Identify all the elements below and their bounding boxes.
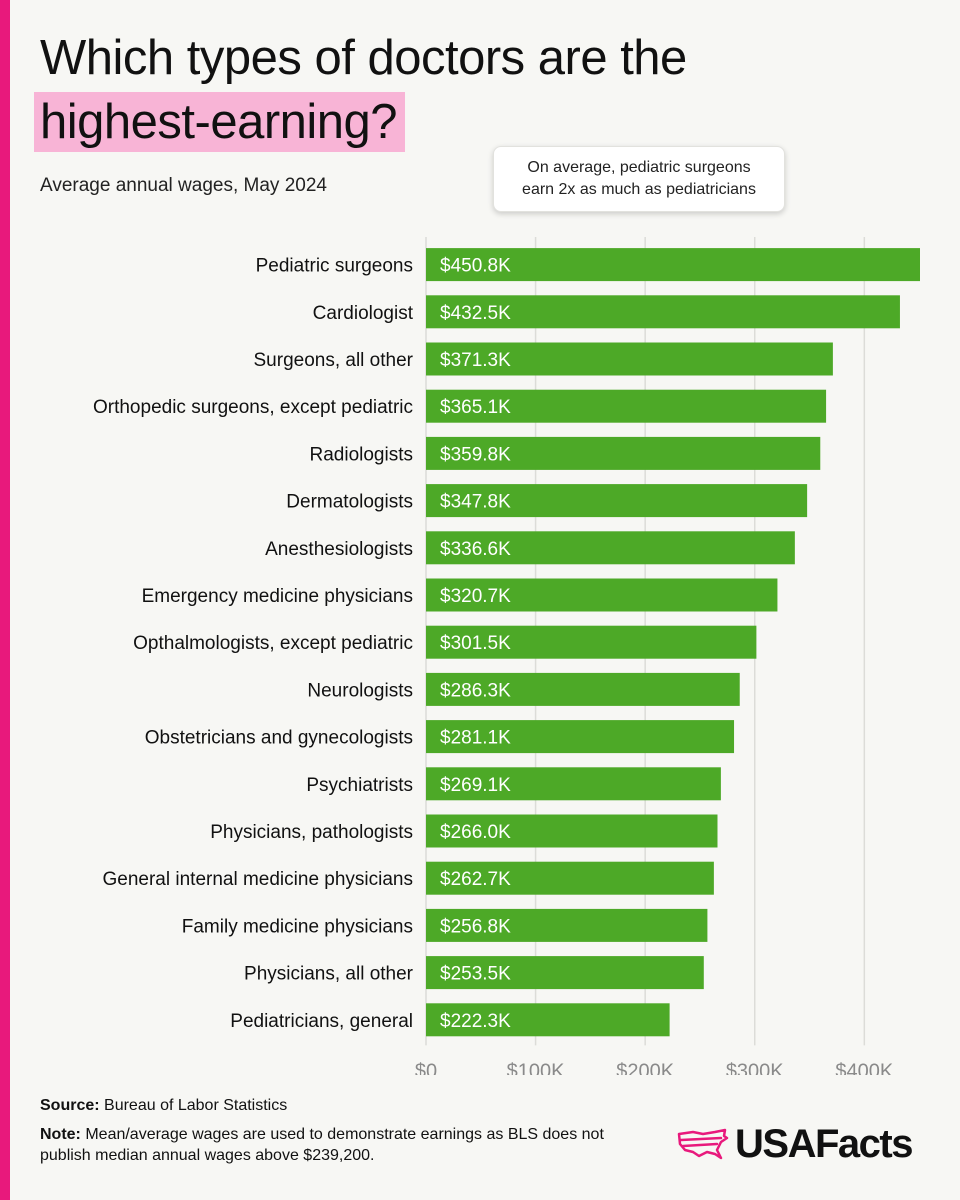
- source-text: Bureau of Labor Statistics: [99, 1097, 288, 1114]
- bar-value-label: $266.0K: [440, 822, 511, 843]
- us-map-icon: [677, 1128, 729, 1160]
- bar: [426, 295, 900, 329]
- bar-value-label: $253.5K: [440, 964, 511, 985]
- x-tick-label: $0: [415, 1060, 437, 1075]
- category-label: Opthalmologists, except pediatric: [133, 633, 413, 654]
- bar: [426, 625, 757, 659]
- title-line-1: Which types of doctors are the: [40, 31, 687, 85]
- category-label: Pediatric surgeons: [256, 256, 413, 277]
- bar-value-label: $301.5K: [440, 633, 511, 654]
- category-label: Radiologists: [310, 444, 414, 465]
- bar: [426, 342, 833, 376]
- bar-value-label: $269.1K: [440, 775, 511, 796]
- bar-value-label: $371.3K: [440, 350, 511, 371]
- category-label: Obstetricians and gynecologists: [145, 728, 413, 749]
- title-line-2-highlight: highest-earning?: [34, 92, 406, 152]
- category-label: Family medicine physicians: [182, 916, 413, 937]
- bar: [426, 484, 808, 518]
- bar-value-label: $365.1K: [440, 397, 511, 418]
- chart-subtitle: Average annual wages, May 2024: [40, 175, 327, 196]
- bar-value-label: $262.7K: [440, 869, 511, 890]
- bar: [426, 578, 778, 612]
- bar-value-label: $320.7K: [440, 586, 511, 607]
- category-label: Cardiologist: [313, 303, 414, 324]
- bar-value-label: $432.5K: [440, 303, 511, 324]
- note-line: Note: Mean/average wages are used to dem…: [40, 1124, 610, 1166]
- category-label: Dermatologists: [286, 492, 413, 513]
- callout-line-1: On average, pediatric surgeons: [527, 159, 751, 176]
- bar: [426, 956, 704, 990]
- bar-value-label: $256.8K: [440, 916, 511, 937]
- x-tick-label: $200K: [616, 1060, 674, 1075]
- source-line: Source: Bureau of Labor Statistics: [40, 1097, 287, 1115]
- bar-value-label: $336.6K: [440, 539, 511, 560]
- bar: [426, 908, 708, 942]
- category-label: Psychiatrists: [306, 775, 413, 796]
- bar: [426, 248, 920, 282]
- bar-value-label: $359.8K: [440, 444, 511, 465]
- bar: [426, 720, 735, 754]
- x-tick-label: $400K: [835, 1060, 893, 1075]
- bar: [426, 672, 740, 706]
- bar: [426, 531, 795, 565]
- bar: [426, 767, 721, 801]
- source-label: Source:: [40, 1097, 100, 1114]
- category-label: Orthopedic surgeons, except pediatric: [93, 397, 413, 418]
- category-label: General internal medicine physicians: [103, 869, 414, 890]
- category-label: Neurologists: [307, 680, 413, 701]
- callout-line-2: earn 2x as much as pediatricians: [522, 181, 756, 198]
- category-label: Pediatricians, general: [230, 1011, 413, 1032]
- category-label: Physicians, pathologists: [210, 822, 413, 843]
- bar: [426, 814, 718, 848]
- accent-bar: [0, 0, 10, 1200]
- category-label: Surgeons, all other: [254, 350, 414, 371]
- bar: [426, 1003, 670, 1037]
- page-title: Which types of doctors are the highest-e…: [34, 28, 687, 152]
- usafacts-logo: USAFacts: [677, 1120, 913, 1168]
- category-label: Anesthesiologists: [265, 539, 413, 560]
- bar-value-label: $450.8K: [440, 256, 511, 277]
- note-label: Note:: [40, 1126, 81, 1143]
- bar-value-label: $286.3K: [440, 680, 511, 701]
- bar: [426, 861, 714, 895]
- bar-value-label: $222.3K: [440, 1011, 511, 1032]
- bar-value-label: $281.1K: [440, 728, 511, 749]
- x-tick-label: $100K: [507, 1060, 565, 1075]
- bar: [426, 436, 821, 470]
- category-label: Emergency medicine physicians: [142, 586, 413, 607]
- bar-value-label: $347.8K: [440, 492, 511, 513]
- bar: [426, 389, 827, 423]
- bar-chart: $0 $100K $200K $300K $400K $450.8K Pediatric s…: [93, 237, 920, 1075]
- category-label: Physicians, all other: [244, 964, 414, 985]
- note-text: Mean/average wages are used to demonstra…: [40, 1126, 604, 1164]
- logo-text: USAFacts: [735, 1121, 913, 1166]
- callout-box: On average, pediatric surgeons earn 2x a…: [493, 146, 785, 212]
- x-tick-label: $300K: [726, 1060, 784, 1075]
